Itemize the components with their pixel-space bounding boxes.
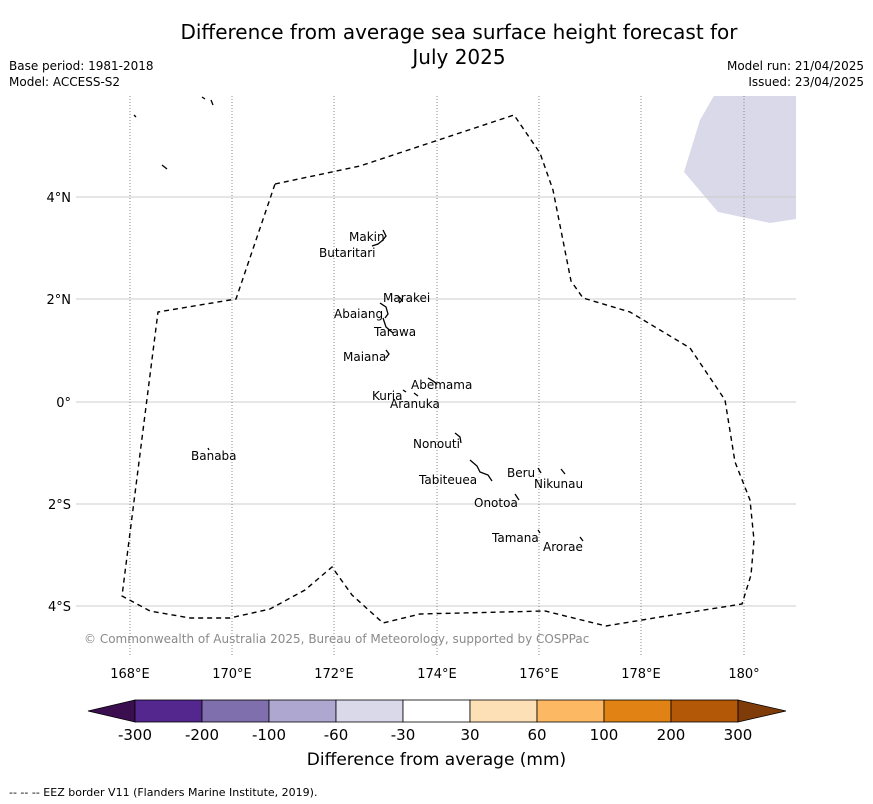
issued-date: Issued: 23/04/2025 [748, 75, 864, 89]
label-marakei: Marakei [383, 291, 430, 305]
onotoa-outline [514, 493, 520, 501]
label-aranuka: Aranuka [390, 397, 440, 411]
tabiteuea-outline [469, 459, 493, 482]
island-outlines [133, 96, 584, 542]
label-abaiang: Abaiang [334, 307, 383, 321]
title-line-1: Difference from average sea surface heig… [180, 20, 738, 44]
latitude-gridlines [76, 196, 796, 607]
colorbar-bin-3 [268, 699, 337, 723]
aranuka-outline [413, 392, 419, 397]
colorbar-tick-labels: -300 -200 -100 -60 -30 30 60 100 200 300 [118, 726, 752, 744]
lon-label-178e: 178°E [621, 667, 661, 682]
colorbar-bin-5 [402, 699, 471, 723]
label-tabiteuea: Tabiteuea [418, 473, 477, 487]
colorbar-high-arrow [737, 699, 787, 723]
butaritari-outline [371, 239, 384, 247]
colorbar-bin-9 [670, 699, 739, 723]
meta-right: Model run: 21/04/2025 Issued: 23/04/2025 [727, 58, 864, 90]
northwest-islet-2 [201, 96, 206, 100]
northwest-islet-4 [161, 164, 168, 170]
lat-label-2s: 2°S [48, 498, 71, 513]
colorbar-title: Difference from average (mm) [306, 750, 567, 770]
label-tarawa: Tarawa [373, 325, 416, 339]
latitude-tick-labels: 4°N 2°N 0° 2°S 4°S [47, 191, 72, 615]
cbar-tick-3: -100 [252, 726, 286, 744]
anomaly-shading [684, 96, 796, 223]
label-onotoa: Onotoa [474, 496, 518, 510]
kuria-outline [402, 389, 407, 393]
lat-label-2n: 2°N [47, 293, 72, 308]
model-name: Model: ACCESS-S2 [9, 75, 121, 89]
label-nikunau: Nikunau [534, 477, 583, 491]
title-line-2: July 2025 [412, 45, 506, 69]
colorbar-low-arrow [87, 699, 136, 723]
colorbar-bin-8 [603, 699, 672, 723]
cbar-tick-7: 60 [527, 726, 546, 744]
beru-outline [537, 467, 542, 474]
nikunau-outline [560, 468, 566, 475]
model-run: Model run: 21/04/2025 [726, 59, 864, 73]
lat-label-4s: 4°S [48, 600, 71, 615]
colorbar [87, 699, 787, 723]
copyright-notice: © Commonwealth of Australia 2025, Bureau… [84, 632, 590, 646]
label-maiana: Maiana [343, 350, 386, 364]
lon-label-172e: 172°E [314, 667, 354, 682]
eez-border [121, 114, 755, 627]
lon-label-174e: 174°E [417, 667, 457, 682]
map-content: Makin Butaritari Marakei Abaiang Tarawa … [76, 96, 796, 656]
colorbar-bin-1 [134, 699, 203, 723]
chart-title: Difference from average sea surface heig… [0, 20, 873, 70]
label-nonouti: Nonouti [413, 437, 460, 451]
colorbar-bin-6 [469, 699, 538, 723]
label-kuria: Kuria [372, 389, 403, 403]
cbar-tick-6: 30 [460, 726, 479, 744]
colorbar-bin-2 [201, 699, 270, 723]
lon-label-176e: 176°E [519, 667, 559, 682]
abemama-outline [427, 377, 438, 385]
label-butaritari: Butaritari [319, 246, 376, 260]
label-tamana: Tamana [491, 531, 539, 545]
cbar-tick-5: -30 [391, 726, 416, 744]
northwest-islet-1 [133, 114, 137, 118]
cbar-tick-4: -60 [324, 726, 349, 744]
arorae-outline [579, 536, 584, 542]
lon-label-180: 180° [728, 667, 759, 682]
makin-outline [381, 229, 387, 242]
base-period: Base period: 1981-2018 [9, 59, 154, 73]
lon-label-170e: 170°E [212, 667, 252, 682]
abaiang-outline [379, 302, 389, 319]
maiana-outline [385, 349, 390, 359]
lat-label-0: 0° [56, 396, 71, 411]
label-abemama: Abemama [411, 378, 472, 392]
banaba-outline [207, 447, 210, 451]
tarawa-outline [382, 317, 394, 334]
lon-label-168e: 168°E [110, 667, 150, 682]
label-banaba: Banaba [191, 449, 237, 463]
cbar-tick-2: -200 [185, 726, 219, 744]
marakei-outline [397, 295, 403, 304]
cbar-tick-9: 200 [657, 726, 686, 744]
northwest-islet-3 [210, 99, 214, 106]
label-beru: Beru [507, 466, 535, 480]
eez-border-note: -- -- -- EEZ border V11 (Flanders Marine… [9, 786, 318, 799]
nonouti-outline [454, 432, 462, 444]
cbar-tick-10: 300 [724, 726, 753, 744]
lat-label-4n: 4°N [47, 191, 72, 206]
label-arorae: Arorae [543, 540, 583, 554]
colorbar-bin-4 [335, 699, 404, 723]
longitude-tick-labels: 168°E 170°E 172°E 174°E 176°E 178°E 180° [110, 667, 759, 682]
cbar-tick-8: 100 [590, 726, 619, 744]
label-makin: Makin [349, 230, 385, 244]
cbar-tick-1: -300 [118, 726, 152, 744]
meta-left: Base period: 1981-2018 Model: ACCESS-S2 [9, 58, 154, 90]
colorbar-bin-7 [536, 699, 605, 723]
longitude-gridlines [129, 96, 745, 656]
island-labels: Makin Butaritari Marakei Abaiang Tarawa … [191, 230, 583, 554]
tamana-outline [537, 529, 541, 534]
